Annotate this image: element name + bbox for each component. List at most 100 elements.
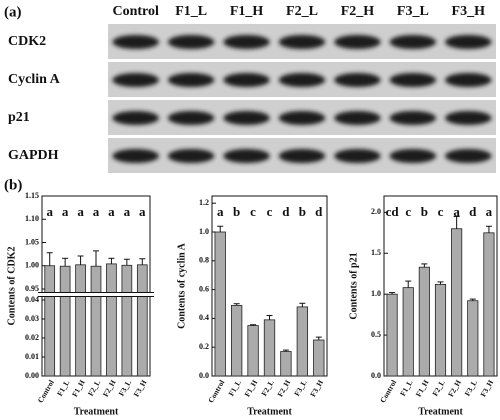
band	[167, 73, 215, 87]
panel-label: (b)	[4, 177, 22, 193]
significance-letter: a	[217, 204, 224, 219]
band	[112, 35, 159, 49]
band	[445, 149, 492, 163]
significance-letter: a	[46, 204, 53, 219]
y-tick-label: 1.5	[371, 248, 381, 257]
bar	[106, 263, 117, 377]
bar	[214, 231, 226, 377]
y-tick-label: 0.0	[371, 371, 381, 380]
bar	[418, 266, 430, 377]
band	[334, 111, 381, 125]
y-tick-label: 0.2	[199, 342, 209, 351]
band	[445, 111, 492, 125]
x-axis-label: Treatment	[74, 406, 119, 417]
bar	[451, 228, 463, 377]
bar	[247, 325, 259, 377]
band	[389, 35, 437, 49]
significance-letter: a	[124, 204, 131, 219]
bar	[121, 264, 133, 377]
band	[112, 73, 159, 87]
bar	[75, 264, 86, 377]
bar	[263, 319, 276, 377]
y-tick-label: 0.4	[199, 313, 209, 322]
lane-label: F1_H	[230, 4, 264, 19]
band	[167, 149, 215, 163]
lane-label: Control	[113, 4, 160, 19]
band	[278, 111, 326, 125]
y-tick-label: 1.00	[25, 261, 39, 270]
bar-charts: 0.00 0.01 0.02 0.03 0.04 0.95 1.00 1.05 1.10 1.15…	[6, 191, 498, 417]
row-label: GAPDH	[8, 148, 59, 163]
bar	[483, 232, 495, 377]
bar	[313, 339, 325, 377]
y-tick-label: 0.03	[25, 314, 39, 323]
band	[334, 149, 381, 163]
western-blot: Control F1_L F1_H F2_L F2_H F3_L F3_H CDK2 Cycli…	[8, 4, 496, 173]
y-tick-label: 1.05	[25, 237, 39, 246]
lane-label: F2_L	[286, 4, 318, 19]
lane-label: F3_H	[452, 4, 486, 19]
row-label: CDK2	[8, 34, 46, 49]
significance-letter: d	[315, 204, 323, 219]
y-tick-label: 0.6	[199, 284, 209, 293]
y-tick-label: 0.5	[371, 330, 381, 339]
band	[389, 149, 437, 163]
y-tick-label: 0.02	[25, 333, 39, 342]
significance-letter: c	[267, 204, 273, 219]
y-tick-label: 0.01	[25, 352, 39, 361]
significance-letter: d	[282, 204, 290, 219]
band	[334, 73, 381, 87]
row-label: p21	[8, 110, 30, 125]
x-axis-label: Treatment	[418, 406, 463, 417]
bar	[90, 265, 102, 377]
y-axis-label: Contents of CDK2	[6, 247, 17, 326]
band	[445, 73, 492, 87]
y-axis-label: Contents of p21	[348, 252, 359, 319]
band	[278, 149, 326, 163]
band	[167, 35, 215, 49]
band	[389, 73, 437, 87]
band	[112, 149, 159, 163]
band	[278, 35, 326, 49]
significance-letter: c	[250, 204, 256, 219]
significance-letter: b	[421, 204, 428, 219]
y-tick-label: 1.2	[199, 198, 209, 207]
y-tick-label: 0.8	[199, 256, 209, 265]
lane-label: F1_L	[175, 4, 207, 19]
bar	[44, 265, 56, 377]
band	[167, 111, 215, 125]
band	[112, 111, 159, 125]
band	[223, 111, 270, 125]
bar	[402, 287, 414, 377]
significance-letter: a	[108, 204, 115, 219]
bar	[296, 306, 309, 377]
y-tick-label: 1.0	[199, 227, 209, 236]
band	[278, 73, 326, 87]
lane-label: F3_L	[397, 4, 429, 19]
band	[445, 35, 492, 49]
band	[223, 149, 270, 163]
y-axis-label: Contents of cyclin A	[176, 242, 187, 329]
band	[223, 73, 270, 87]
significance-letter: a	[62, 204, 69, 219]
band	[334, 35, 381, 49]
y-tick-label: 0.95	[25, 284, 39, 293]
bar	[467, 300, 479, 377]
bar	[386, 293, 398, 377]
significance-letter: c	[438, 204, 444, 219]
y-tick-label: 0.00	[25, 371, 39, 380]
y-tick-label: 0.04	[25, 295, 39, 304]
significance-letter: d	[469, 204, 477, 219]
lane-label: F2_H	[341, 4, 375, 19]
bar	[59, 265, 71, 377]
y-tick-label: 1.15	[25, 191, 39, 200]
row-label: Cyclin A	[8, 72, 61, 87]
significance-letter: a	[453, 204, 460, 219]
band	[223, 35, 270, 49]
y-tick-label: 1.10	[25, 214, 39, 223]
axis-break	[38, 292, 154, 297]
significance-letter: a	[486, 204, 493, 219]
significance-letter: c	[405, 204, 411, 219]
significance-letter: cd	[386, 204, 400, 219]
